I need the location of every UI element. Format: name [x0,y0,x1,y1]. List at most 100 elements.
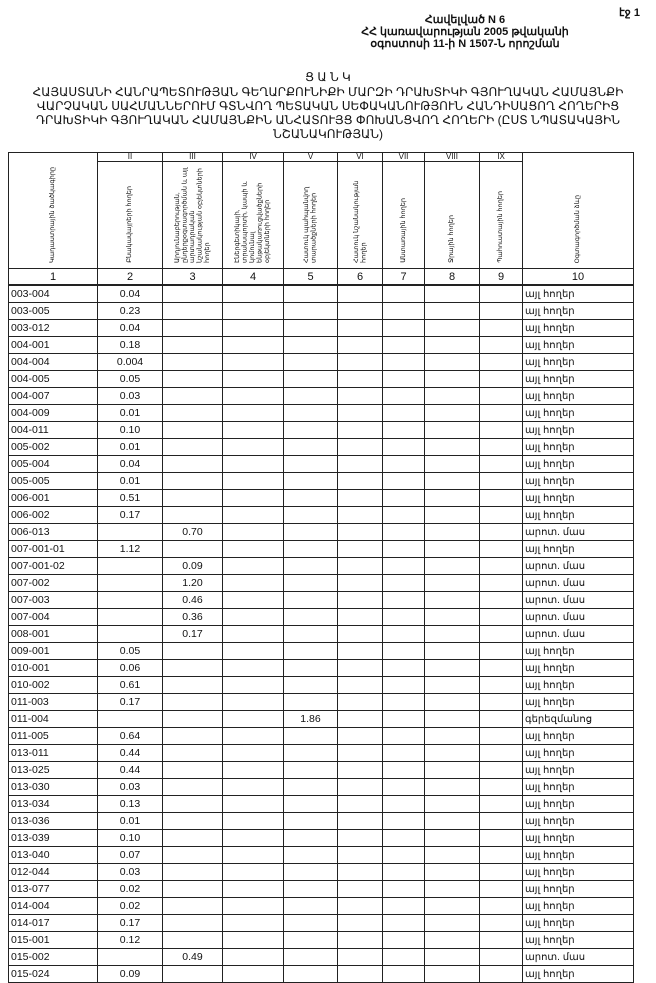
table-row: 005-004 0.04 այլ հողեր [8,455,634,473]
area-cell: 0.01 [97,472,163,490]
area-cell [424,455,480,473]
land-use-cell: այլ հողեր [522,795,634,813]
area-cell [222,302,284,320]
area-cell [222,744,284,762]
area-cell [382,676,425,694]
table-row: 013-034 0.13 այլ հողեր [8,795,634,813]
land-use-cell: այլ հողեր [522,302,634,320]
column-header: Օգտագործման ձևը [522,152,634,269]
area-cell [382,608,425,626]
land-table: Կադաստրային ծածկագիրը II III IV V VI VII… [8,152,634,983]
land-use-cell: այլ հողեր [522,880,634,898]
area-cell [337,727,383,745]
area-cell [283,523,338,541]
area-cell [283,795,338,813]
roman-numeral: IV [222,152,284,162]
land-use-cell: արոտ. մաս [522,557,634,575]
area-cell [479,438,523,456]
area-cell [337,863,383,881]
table-row: 005-002 0.01 այլ հողեր [8,438,634,456]
area-cell: 0.70 [162,523,223,541]
area-cell [424,404,480,422]
table-row: 007-001-02 0.09 արոտ. մաս [8,557,634,575]
area-cell [479,744,523,762]
area-cell [382,557,425,575]
area-cell [382,761,425,779]
cadastral-code-cell: 007-004 [8,608,98,626]
area-cell [222,319,284,337]
area-cell [162,438,223,456]
area-cell [222,659,284,677]
area-cell [222,353,284,371]
area-cell [97,591,163,609]
area-cell [337,523,383,541]
column-number: 9 [479,268,523,286]
area-cell [283,608,338,626]
land-use-cell: այլ հողեր [522,761,634,779]
area-cell [222,336,284,354]
area-cell [283,557,338,575]
cadastral-code-cell: 014-004 [8,897,98,915]
area-cell [424,642,480,660]
area-cell [337,846,383,864]
table-row: 004-005 0.05 այլ հողեր [8,370,634,388]
area-cell [222,727,284,745]
area-cell: 0.01 [97,812,163,830]
area-cell [222,387,284,405]
area-cell [222,846,284,864]
column-number: 10 [522,268,634,286]
area-cell [479,795,523,813]
land-use-cell: այլ հողեր [522,455,634,473]
area-cell [382,829,425,847]
area-cell [424,284,480,303]
area-cell [283,727,338,745]
land-use-cell: այլ հողեր [522,965,634,983]
column-header: Հատուկ պահպանվող տարածքների հողեր [283,161,338,269]
area-cell [337,472,383,490]
area-cell [337,948,383,966]
area-cell [382,302,425,320]
roman-numeral: V [283,152,338,162]
area-cell [382,795,425,813]
area-cell [222,455,284,473]
table-row: 011-005 0.64 այլ հողեր [8,727,634,745]
area-cell [382,574,425,592]
area-cell [382,370,425,388]
cadastral-code-cell: 014-017 [8,914,98,932]
cadastral-code-cell: 007-001-02 [8,557,98,575]
area-cell [479,863,523,881]
area-cell: 0.51 [97,489,163,507]
cadastral-code-cell: 006-002 [8,506,98,524]
area-cell: 0.12 [97,931,163,949]
area-cell [479,574,523,592]
area-cell [424,523,480,541]
land-use-cell: արոտ. մաս [522,523,634,541]
cadastral-code-cell: 013-025 [8,761,98,779]
area-cell [382,778,425,796]
area-cell [337,642,383,660]
area-cell [382,421,425,439]
area-cell: 0.44 [97,744,163,762]
area-cell [337,455,383,473]
area-cell [283,591,338,609]
area-cell [162,336,223,354]
area-cell [222,761,284,779]
area-cell [382,965,425,983]
area-cell: 0.64 [97,727,163,745]
area-cell [337,778,383,796]
area-cell [222,523,284,541]
area-cell [97,710,163,728]
area-cell [337,421,383,439]
table-row: 004-004 0.004 այլ հողեր [8,353,634,371]
area-cell [162,693,223,711]
table-row: 007-001-01 1.12 այլ հողեր [8,540,634,558]
table-row: 012-044 0.03 այլ հողեր [8,863,634,881]
area-cell [479,642,523,660]
land-use-cell: արոտ. մաս [522,948,634,966]
area-cell [424,506,480,524]
land-use-cell: այլ հողեր [522,319,634,337]
column-number: 2 [97,268,163,286]
table-row: 010-002 0.61 այլ հողեր [8,676,634,694]
area-cell [283,744,338,762]
table-row: 004-001 0.18 այլ հողեր [8,336,634,354]
